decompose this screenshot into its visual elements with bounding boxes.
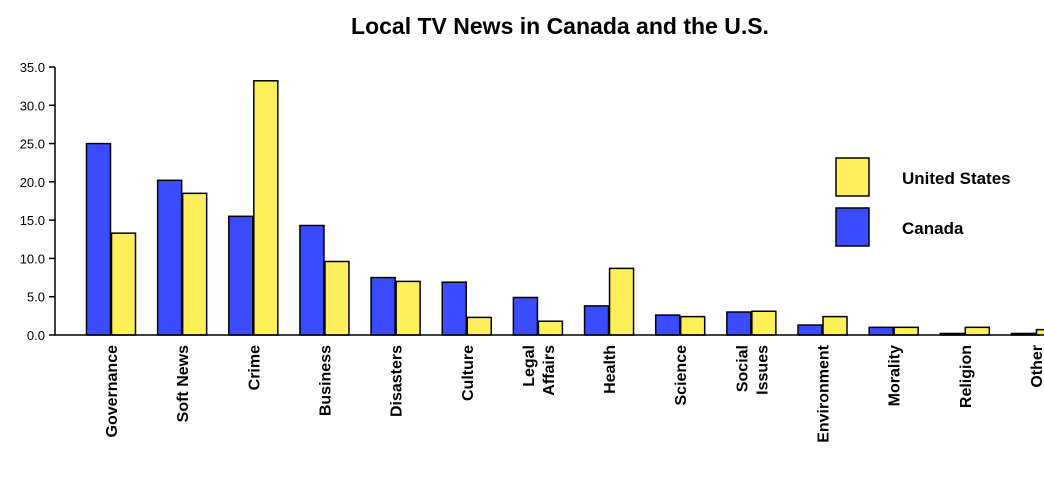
y-axis-ticks: 35.0 30.0 25.0 20.0 15.0 10.0 5.0 0.0	[20, 60, 55, 343]
bar-united-states-13	[1035, 328, 1044, 336]
y-tick-label: 30.0	[20, 98, 45, 113]
bar-united-states-0	[110, 232, 137, 336]
x-tick-label: Crime	[246, 345, 263, 390]
bar-canada-6	[512, 296, 539, 336]
bar-united-states-11	[893, 326, 919, 336]
y-tick-label: 5.0	[27, 290, 45, 305]
bar-united-states-4	[395, 280, 421, 336]
x-tick-label: Governance	[104, 345, 121, 438]
x-tick-label: Science	[673, 345, 690, 406]
y-tick-label: 35.0	[20, 60, 45, 75]
y-tick-label: 10.0	[20, 251, 45, 266]
legend: United States Canada	[835, 157, 1011, 247]
bar-canada-1	[156, 179, 183, 336]
x-tick-label: Other	[1029, 345, 1044, 388]
bar-canada-10	[797, 324, 823, 336]
bars	[85, 80, 1044, 336]
legend-swatch-united-states	[835, 157, 870, 197]
bar-united-states-8	[679, 315, 706, 336]
bar-canada-11	[868, 326, 894, 336]
bar-united-states-5	[466, 316, 492, 336]
bar-united-states-1	[181, 192, 208, 336]
bar-united-states-7	[608, 267, 635, 336]
bar-canada-5	[441, 281, 467, 336]
x-tick-label: Culture	[460, 345, 477, 401]
x-tick-label: Business	[317, 345, 334, 416]
x-tick-label: Morality	[887, 345, 904, 406]
x-axis-labels: Governance Soft News Crime Business Disaster…	[104, 344, 1044, 442]
bar-canada-2	[228, 215, 254, 336]
bar-united-states-10	[822, 315, 848, 336]
chart-title: Local TV News in Canada and the U.S.	[351, 13, 769, 39]
y-tick-label: 20.0	[20, 175, 45, 190]
x-tick-label: Issues	[754, 345, 771, 395]
bar-united-states-3	[324, 260, 350, 336]
y-tick-label: 0.0	[27, 328, 45, 343]
y-tick-label: 25.0	[20, 137, 45, 152]
x-tick-label: Disasters	[389, 345, 406, 417]
x-tick-label: Social	[734, 345, 751, 392]
bar-canada-3	[299, 224, 325, 336]
legend-swatch-canada	[835, 207, 870, 247]
bar-canada-0	[85, 142, 112, 336]
bar-canada-8	[654, 314, 681, 336]
x-tick-label: Health	[602, 345, 619, 394]
x-tick-label: Environment	[816, 344, 833, 442]
x-tick-label: Affairs	[541, 345, 558, 396]
legend-label-canada: Canada	[902, 219, 964, 238]
x-tick-label: Legal	[521, 345, 538, 387]
bar-canada-4	[370, 276, 396, 336]
x-tick-label: Soft News	[175, 345, 192, 422]
x-tick-label: Religion	[958, 345, 975, 408]
bar-canada-7	[583, 305, 610, 336]
bar-united-states-12	[964, 326, 991, 336]
bar-united-states-6	[537, 320, 564, 336]
bar-united-states-2	[253, 80, 279, 336]
axis-line	[54, 67, 1040, 336]
bar-united-states-9	[751, 310, 777, 336]
y-tick-label: 15.0	[20, 213, 45, 228]
legend-label-united-states: United States	[902, 169, 1011, 188]
bar-canada-9	[726, 311, 752, 336]
